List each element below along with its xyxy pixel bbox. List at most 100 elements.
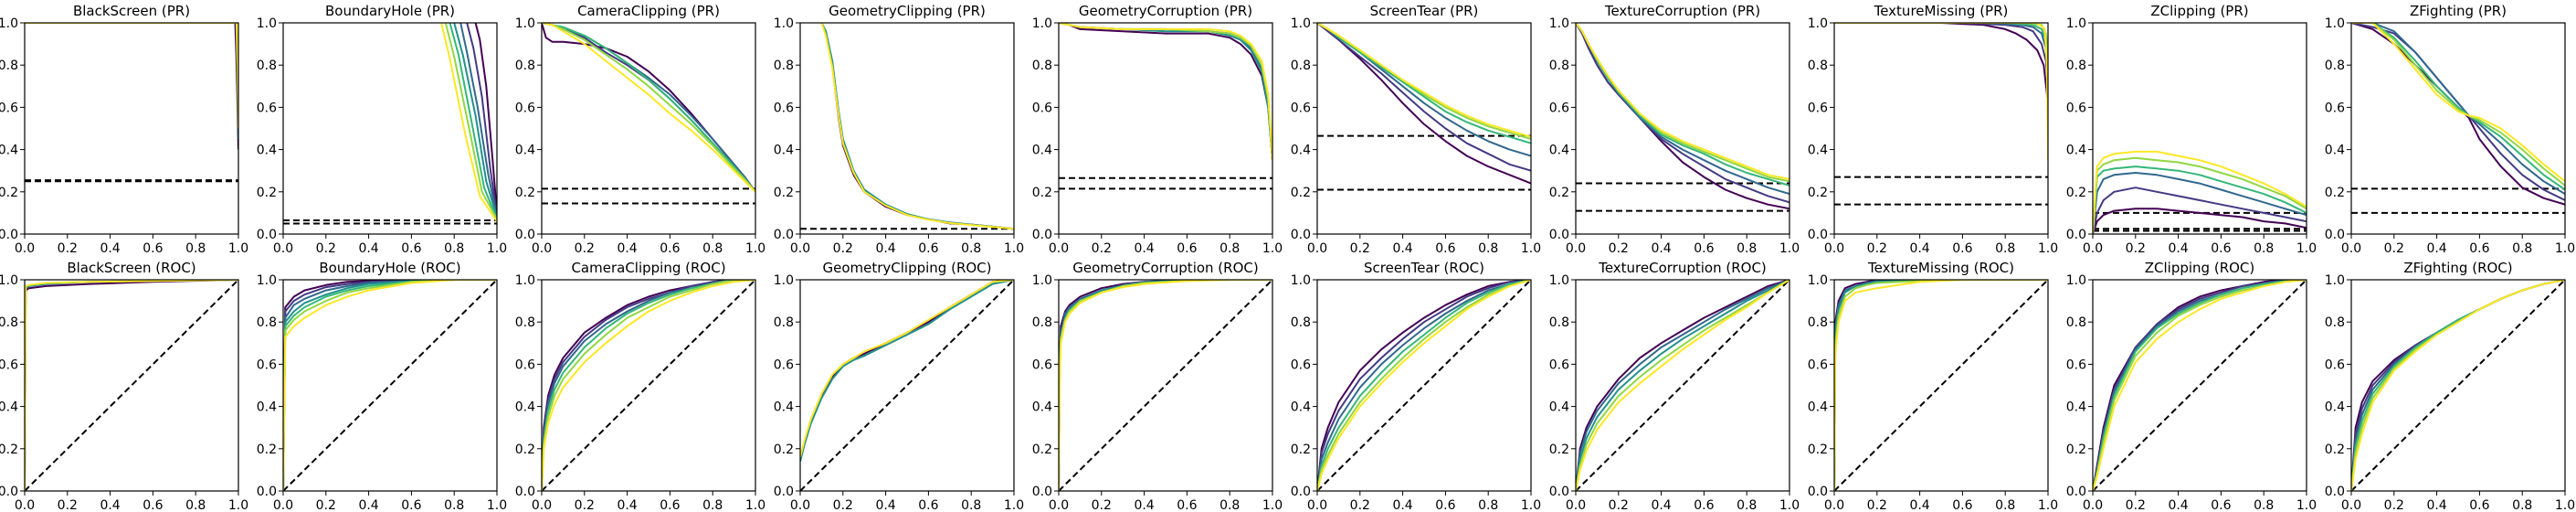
x-tick-label: 0.8 [1219, 498, 1240, 512]
series-line-2 [1834, 23, 2048, 76]
subplot-title: GeometryClipping (ROC) [822, 260, 991, 276]
y-tick-label: 0.8 [1032, 315, 1052, 330]
y-tick-label: 0.0 [0, 485, 18, 499]
chance-diagonal [800, 280, 1014, 491]
plot-area [1576, 23, 1789, 212]
subplot-title: ScreenTear (ROC) [1364, 260, 1484, 276]
axes-frame [799, 279, 1015, 492]
x-tick-label: 1.0 [228, 498, 248, 512]
series-line-2 [820, 23, 1014, 230]
series-line-0 [542, 23, 755, 193]
y-tick-label: 0.2 [1291, 443, 1311, 457]
x-tick-label: 0.4 [1651, 241, 1671, 256]
y-tick-label: 0.8 [1549, 315, 1569, 330]
plot-area [1317, 23, 1531, 191]
y-tick-label: 0.0 [515, 485, 535, 499]
x-tick-label: 1.0 [1262, 241, 1283, 256]
plot-area [2093, 150, 2307, 234]
axes-frame [1833, 22, 2049, 235]
x-tick-label: 0.6 [1952, 498, 1972, 512]
subplot-roc-0: BlackScreen (ROC) 0.0 0.2 0.4 0.6 0.8 1.0 0.0 0.… [0, 260, 248, 512]
y-tick-label: 1.0 [1032, 16, 1052, 31]
series-line-0 [283, 280, 497, 491]
y-tick-label: 0.4 [1808, 400, 1828, 415]
y-tick-label: 0.4 [1549, 144, 1569, 158]
x-tick-label: 0.0 [1049, 498, 1069, 512]
x-tick-label: 1.0 [1521, 241, 1541, 256]
plot-area [25, 23, 238, 183]
y-tick-label: 0.2 [2325, 443, 2345, 457]
series-line-6 [283, 280, 497, 491]
y-tick-label: 0.8 [1808, 315, 1828, 330]
x-tick-label: 1.0 [2296, 498, 2317, 512]
series-line-5 [2351, 23, 2565, 183]
axes-frame [1575, 22, 1790, 235]
x-tick-label: 0.4 [1134, 241, 1154, 256]
series-line-1 [820, 23, 1014, 230]
y-tick-label: 1.0 [1549, 273, 1569, 288]
y-tick-label: 0.4 [0, 400, 18, 415]
series-line-3 [1576, 280, 1789, 491]
x-tick-label: 0.2 [1350, 241, 1370, 256]
x-tick-label: 0.4 [1392, 498, 1412, 512]
subplot-roc-1: BoundaryHole (ROC) 0.0 0.2 0.4 0.6 0.8 1.0 0.0 0… [257, 260, 507, 512]
x-tick-label: 0.2 [58, 241, 78, 256]
series-line-0 [1576, 23, 1789, 210]
axes-frame [799, 22, 1015, 235]
chance-diagonal [1576, 280, 1789, 491]
x-tick-label: 0.8 [185, 241, 206, 256]
x-tick-label: 0.8 [1995, 498, 2015, 512]
x-tick-label: 0.0 [1566, 498, 1586, 512]
x-tick-label: 0.6 [2469, 498, 2489, 512]
series-line-5 [444, 23, 497, 220]
subplot-pr-6: TextureCorruption (PR) 0.0 0.2 0.4 0.6 0.8 1.0… [1549, 3, 1800, 256]
x-tick-label: 0.4 [617, 498, 637, 512]
axes-frame [2350, 279, 2566, 492]
plot-area [1834, 280, 2048, 491]
x-tick-label: 0.0 [1824, 241, 1844, 256]
y-tick-label: 0.4 [1032, 144, 1052, 158]
y-tick-label: 0.6 [257, 101, 277, 115]
axes-frame [2350, 22, 2566, 235]
series-line-4 [2093, 156, 2307, 234]
axes-frame [541, 22, 756, 235]
x-tick-label: 0.6 [143, 498, 163, 512]
x-tick-label: 1.0 [228, 241, 248, 256]
x-tick-label: 0.8 [961, 498, 981, 512]
y-tick-label: 0.0 [257, 485, 277, 499]
subplot-title: CameraClipping (ROC) [571, 260, 725, 276]
plot-area [2093, 280, 2307, 491]
y-tick-label: 0.8 [0, 315, 18, 330]
subplot-title: GeometryCorruption (ROC) [1072, 260, 1258, 276]
y-tick-label: 0.4 [774, 144, 794, 158]
x-tick-label: 0.2 [1350, 498, 1370, 512]
plot-area [1834, 23, 2048, 206]
series-line-1 [466, 23, 497, 216]
y-tick-label: 0.6 [1549, 101, 1569, 115]
y-tick-label: 1.0 [1549, 16, 1569, 31]
y-tick-label: 0.0 [1549, 228, 1569, 242]
y-tick-label: 0.2 [515, 186, 535, 200]
y-tick-label: 0.8 [0, 59, 18, 73]
x-tick-label: 0.4 [2426, 241, 2446, 256]
y-tick-label: 0.0 [1808, 485, 1828, 499]
x-tick-label: 0.8 [961, 241, 981, 256]
plot-area [283, 280, 497, 491]
y-tick-label: 0.6 [1291, 357, 1311, 372]
x-tick-label: 0.6 [1177, 241, 1197, 256]
series-line-0 [2093, 208, 2307, 234]
y-tick-label: 0.8 [257, 59, 277, 73]
plot-area [1317, 280, 1531, 491]
y-tick-label: 0.0 [257, 228, 277, 242]
x-tick-label: 0.0 [1049, 241, 1069, 256]
x-tick-label: 0.0 [2341, 498, 2361, 512]
subplot-pr-3: GeometryClipping (PR) 0.0 0.2 0.4 0.6 0.8 1.0 0… [774, 3, 1024, 256]
x-tick-label: 1.0 [487, 241, 507, 256]
subplot-title: BlackScreen (PR) [73, 3, 190, 19]
x-tick-label: 1.0 [1262, 498, 1283, 512]
series-line-4 [1576, 23, 1789, 183]
y-tick-label: 0.2 [774, 443, 794, 457]
series-line-4 [1834, 280, 2048, 491]
plot-area [2351, 280, 2565, 491]
series-line-0 [1317, 280, 1531, 491]
